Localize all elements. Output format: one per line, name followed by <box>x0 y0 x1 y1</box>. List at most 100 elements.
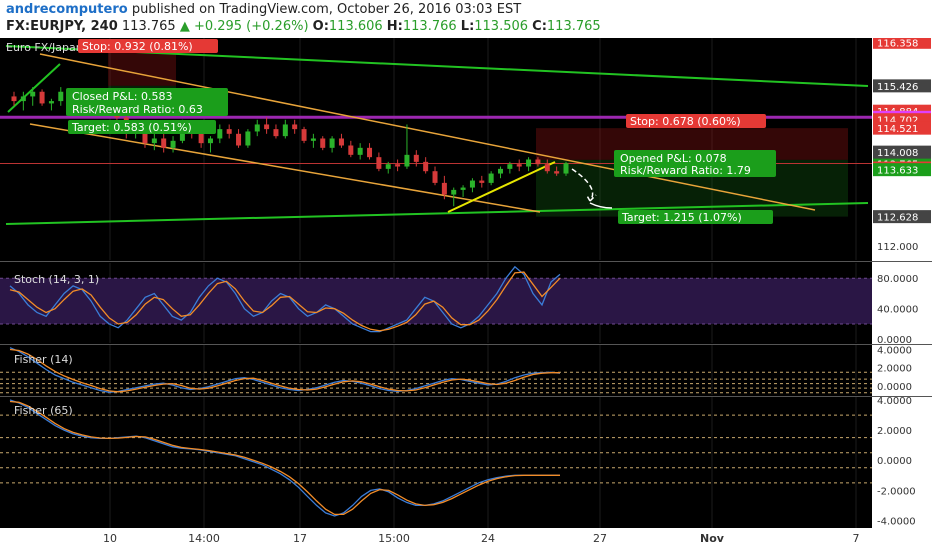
up-arrow-icon: ▲ <box>179 19 190 34</box>
candle-body <box>58 91 64 102</box>
price-tag-bg <box>873 210 931 224</box>
candle-body <box>563 163 569 174</box>
fisher14-tick-label: 2.0000 <box>877 364 912 375</box>
high-value: 113.766 <box>402 19 461 34</box>
candle-body <box>460 187 466 190</box>
candle-body <box>282 124 288 137</box>
falling-channel-bottom <box>29 123 541 213</box>
author-link[interactable]: andrecomputero <box>6 2 128 17</box>
candle-body <box>507 164 513 169</box>
candle-body <box>254 124 260 132</box>
stoch-title: Stoch (14, 3, 1) <box>14 273 99 286</box>
fisher14-title: Fisher (14) <box>14 353 73 366</box>
candle-body <box>20 96 26 102</box>
trade2-stop-label: Stop: 0.678 (0.60%) <box>630 115 741 128</box>
candle-body <box>544 164 550 172</box>
time-tick-label: 15:00 <box>378 532 410 545</box>
candle-body <box>207 138 213 144</box>
price-tag-bg <box>873 38 931 49</box>
price-tag: 115.426 <box>877 82 918 93</box>
trade2-target-label-bg <box>618 210 773 224</box>
candle-body <box>432 171 438 183</box>
trade2-opened-label: Opened P&L: 0.078 <box>620 152 727 165</box>
trade1-info-box <box>66 88 228 116</box>
candle-body <box>30 91 36 97</box>
symbol-label: FX:EURJPY, 240 <box>6 19 118 34</box>
candle-body <box>535 159 541 165</box>
candle-body <box>217 129 223 139</box>
candle-body <box>329 138 335 148</box>
candle-body <box>451 189 457 195</box>
trade1-target-label: Target: 0.583 (0.51%) <box>71 121 192 134</box>
trade1-closed-label: Closed P&L: 0.583 <box>72 90 172 103</box>
candle-body <box>516 164 522 167</box>
candle-body <box>48 101 54 104</box>
candle-body <box>385 164 391 169</box>
time-axis <box>0 528 932 550</box>
candle-body <box>413 154 419 162</box>
candle-body <box>367 147 373 158</box>
close-value: 113.765 <box>546 19 601 34</box>
candle-body <box>226 129 232 134</box>
price-tag: 112.628 <box>877 213 918 224</box>
candle-body <box>292 124 298 130</box>
fisher14-line <box>9 348 560 393</box>
fisher65-tick-label: 0.0000 <box>877 456 912 467</box>
price-tag: 114.008 <box>877 148 918 159</box>
lower-channel-line <box>5 202 869 225</box>
trade1-stop-label-bg <box>78 39 218 53</box>
stoch-band <box>0 278 872 324</box>
time-tick-label: 27 <box>593 532 607 545</box>
candle-body <box>554 171 560 174</box>
candle-body <box>236 133 242 146</box>
publish-line: andrecomputero published on TradingView.… <box>6 2 521 17</box>
fisher65-line <box>9 400 560 516</box>
fisher14-line <box>9 347 561 393</box>
price-tag: 113.633 <box>877 166 918 177</box>
price-tag-bg <box>873 145 931 159</box>
candle-body <box>142 129 148 144</box>
price-change: +0.295 (+0.26%) <box>189 19 313 34</box>
candle-body <box>151 138 157 144</box>
candle-body <box>498 168 504 174</box>
stoch-line <box>9 271 561 332</box>
candle-body <box>310 138 316 141</box>
candle-body <box>488 173 494 183</box>
ohlc-line: FX:EURJPY, 240 113.765 ▲ +0.295 (+0.26%)… <box>6 19 601 34</box>
projection-arrow-tail <box>589 202 613 209</box>
low-value: 113.506 <box>474 19 533 34</box>
open-value: 113.606 <box>328 19 387 34</box>
candle-body <box>161 138 167 148</box>
time-tick-label: 7 <box>853 532 860 545</box>
candle-body <box>39 91 45 104</box>
time-tick-label: 17 <box>293 532 307 545</box>
fisher14-tick-label: 4.0000 <box>877 346 912 357</box>
fisher65-tick-label: -4.0000 <box>877 516 916 527</box>
left-support-line <box>7 63 61 113</box>
published-text: published on TradingView.com, October 26… <box>127 2 522 17</box>
stoch-tick-label: 0.0000 <box>877 335 912 346</box>
candle-body <box>245 131 251 146</box>
candle-body <box>441 182 447 195</box>
candle-body <box>348 145 354 155</box>
trade2-info-box <box>614 150 776 177</box>
trade1-stop-label: Stop: 0.932 (0.81%) <box>82 40 193 53</box>
projection-arrow <box>571 168 597 202</box>
candle-body <box>170 140 176 148</box>
close-label: C: <box>532 19 547 34</box>
candle-body <box>11 96 17 102</box>
falling-channel-top <box>39 53 816 211</box>
time-tick-label: 14:00 <box>188 532 220 545</box>
trade1-rr-label: Risk/Reward Ratio: 0.63 <box>72 103 203 116</box>
open-label: O: <box>312 19 329 34</box>
fisher65-tick-label: 4.0000 <box>877 396 912 407</box>
candle-body <box>404 154 410 167</box>
candle-body <box>395 164 401 167</box>
stoch-tick-label: 80.0000 <box>877 274 918 285</box>
candle-body <box>273 129 279 137</box>
chart-area[interactable]: Euro FX/Japanese Yen, 240, FXCMStoch (14… <box>0 38 932 550</box>
candle-body <box>376 157 382 169</box>
fisher65-tick-label: 2.0000 <box>877 426 912 437</box>
rising-trendline <box>447 161 556 213</box>
stoch-tick-label: 40.0000 <box>877 305 918 316</box>
